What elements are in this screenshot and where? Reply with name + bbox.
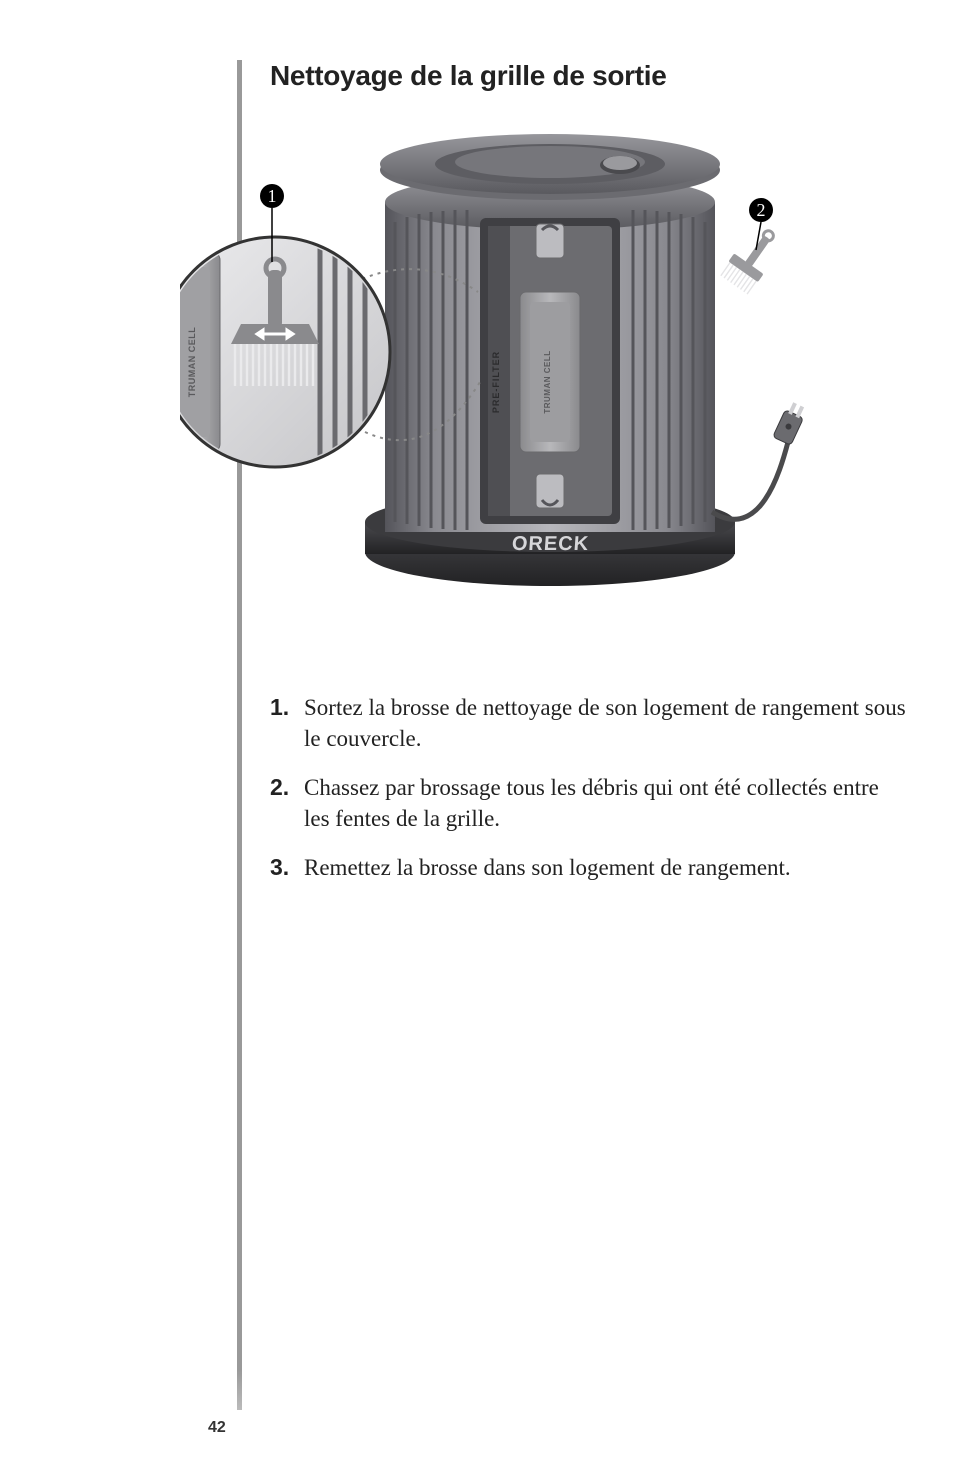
- step-text: Chassez par brossage tous les débris qui…: [304, 772, 910, 834]
- instruction-list: 1. Sortez la brosse de nettoyage de son …: [270, 692, 910, 883]
- step-number: 3.: [270, 852, 304, 883]
- step: 2. Chassez par brossage tous les débris …: [270, 772, 910, 834]
- step: 3. Remettez la brosse dans son logement …: [270, 852, 910, 883]
- page: Nettoyage de la grille de sortie: [0, 0, 954, 1475]
- svg-text:TRUMAN CELL: TRUMAN CELL: [543, 350, 552, 413]
- content-column: Nettoyage de la grille de sortie: [270, 60, 910, 883]
- step-number: 2.: [270, 772, 304, 834]
- step-text: Sortez la brosse de nettoyage de son log…: [304, 692, 910, 754]
- step: 1. Sortez la brosse de nettoyage de son …: [270, 692, 910, 754]
- callout-badge-1: 1: [260, 184, 284, 208]
- svg-text:TRUMAN CELL: TRUMAN CELL: [187, 327, 197, 398]
- svg-text:ORECK: ORECK: [511, 533, 590, 555]
- step-number: 1.: [270, 692, 304, 754]
- callout-badge-2: 2: [749, 198, 773, 222]
- figure: PRE-FILTER TRUMAN CELL ORECK: [180, 122, 820, 602]
- section-title: Nettoyage de la grille de sortie: [270, 60, 910, 92]
- svg-text:PRE-FILTER: PRE-FILTER: [491, 351, 501, 413]
- step-text: Remettez la brosse dans son logement de …: [304, 852, 910, 883]
- page-number: 42: [208, 1419, 226, 1437]
